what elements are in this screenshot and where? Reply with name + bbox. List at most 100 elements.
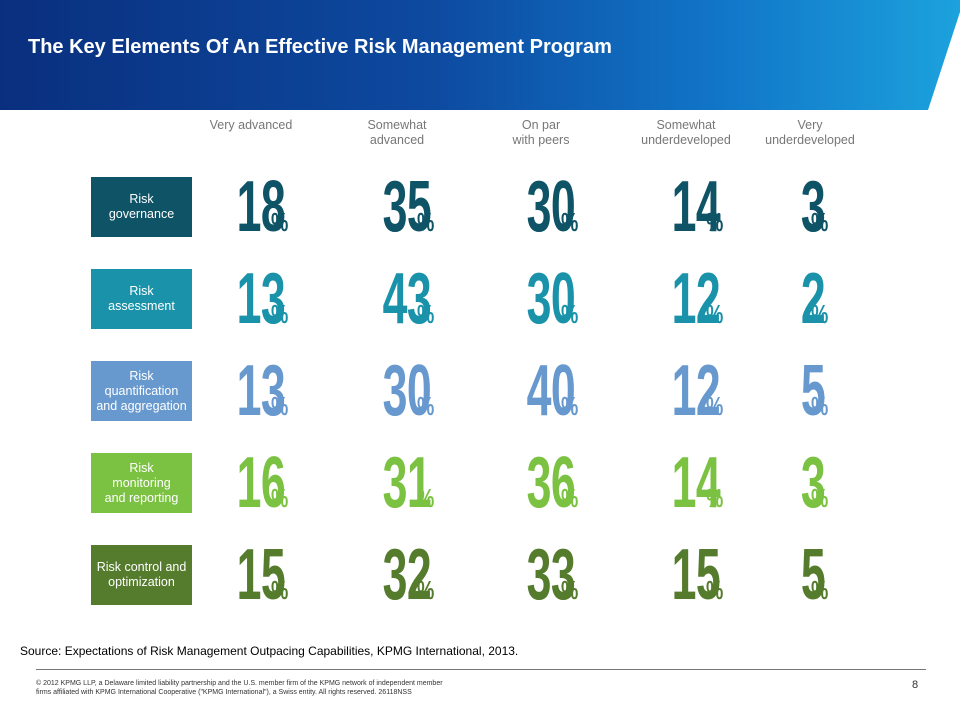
row-label: Risk governance: [91, 177, 192, 237]
percentage-value: 15: [672, 535, 721, 615]
column-header-line: with peers: [512, 133, 570, 147]
page-number: 8: [912, 679, 919, 691]
percentage-cell: 5%: [740, 351, 880, 431]
percentage-value: 5: [800, 535, 826, 615]
header-banner: [0, 0, 960, 110]
percentage-value: 30: [527, 259, 576, 339]
percentage-cell: 40%: [471, 351, 611, 431]
percentage-value: 30: [383, 351, 432, 431]
percent-sign: %: [271, 207, 289, 237]
row-label-line: monitoring: [112, 475, 171, 490]
row-label-line: quantification: [104, 383, 179, 398]
copyright-line: © 2012 KPMG LLP, a Delaware limited liab…: [36, 680, 443, 687]
percent-sign: %: [271, 483, 289, 513]
percentage-cell: 12%: [616, 259, 756, 339]
percentage-cell: 14%: [616, 447, 756, 519]
column-header: Very advanced: [181, 118, 321, 133]
percentage-cell: 14%: [616, 167, 756, 247]
percent-sign: %: [706, 299, 724, 329]
percent-sign: %: [271, 391, 289, 421]
percent-sign: %: [417, 575, 435, 605]
row-label-line: Risk: [129, 192, 154, 206]
percent-sign: %: [706, 391, 724, 421]
percent-sign: %: [810, 207, 829, 237]
percent-sign: %: [271, 299, 289, 329]
percentage-cell: 16%: [181, 443, 321, 523]
percentage-value: 36: [527, 443, 576, 523]
row-label-line: optimization: [108, 575, 175, 589]
percentage-value: 5: [800, 351, 826, 431]
percent-sign: %: [561, 483, 579, 513]
row-label: Risk monitoring and reporting: [91, 453, 192, 513]
percent-sign: %: [706, 483, 724, 513]
column-header-line: underdeveloped: [641, 133, 731, 147]
percentage-value: 40: [527, 351, 576, 431]
percent-sign: %: [417, 299, 435, 329]
column-header-line: advanced: [369, 133, 425, 147]
percentage-cell: 35%: [327, 167, 467, 247]
percent-sign: %: [561, 207, 579, 237]
percent-sign: %: [271, 575, 289, 605]
percentage-value: 33: [527, 535, 576, 615]
row-label-line: and aggregation: [96, 398, 187, 413]
percent-sign: %: [706, 207, 724, 237]
percentage-value: 3: [800, 443, 826, 523]
percentage-value: 13: [237, 351, 286, 431]
percentage-value: 18: [237, 167, 286, 247]
percentage-value: 31: [383, 443, 432, 523]
row-label-line: assessment: [108, 299, 175, 313]
percentage-value: 16: [237, 443, 286, 523]
percent-sign: %: [417, 391, 435, 421]
column-header-line: Very advanced: [209, 118, 293, 132]
percent-sign: %: [561, 299, 579, 329]
percentage-cell: 13%: [181, 263, 321, 335]
percentage-value: 12: [672, 351, 721, 431]
percentage-cell: 13%: [181, 351, 321, 431]
percentage-cell: 30%: [471, 167, 611, 247]
copyright-line: firms affiliated with KPMG International…: [36, 689, 412, 696]
percentage-cell: 30%: [327, 351, 467, 431]
column-header: On par with peers: [471, 118, 611, 148]
column-header: Somewhat advanced: [327, 118, 467, 148]
percent-sign: %: [706, 575, 724, 605]
source-note: Source: Expectations of Risk Management …: [20, 644, 519, 658]
row-label: Risk assessment: [91, 269, 192, 329]
percentage-value: 32: [383, 535, 432, 615]
percentage-cell: 36%: [471, 443, 611, 523]
percentage-value: 35: [383, 167, 432, 247]
column-header: Very underdeveloped: [740, 118, 880, 148]
row-label: Risk control and optimization: [91, 545, 192, 605]
percentage-cell: 30%: [471, 259, 611, 339]
percentage-cell: 32%: [327, 535, 467, 615]
column-header-line: Somewhat: [656, 118, 716, 132]
row-label-line: Risk: [129, 368, 154, 383]
percent-sign: %: [810, 299, 829, 329]
row-label-line: Risk: [129, 284, 154, 298]
percent-sign: %: [810, 391, 829, 421]
percentage-cell: 5%: [740, 535, 880, 615]
percentage-value: 15: [237, 535, 286, 615]
percent-sign: %: [810, 483, 829, 513]
column-header-line: Very: [797, 118, 823, 132]
percent-sign: %: [810, 575, 829, 605]
percentage-cell: 15%: [616, 535, 756, 615]
column-header: Somewhat underdeveloped: [616, 118, 756, 148]
percentage-value: 30: [527, 167, 576, 247]
percentage-cell: 33%: [471, 535, 611, 615]
row-label-line: Risk control and: [96, 560, 187, 574]
percentage-cell: 3%: [740, 167, 880, 247]
column-header-line: underdeveloped: [765, 133, 855, 147]
percentage-value: 14: [672, 167, 721, 247]
percentage-cell: 31%: [327, 443, 467, 523]
row-label-line: governance: [108, 207, 175, 221]
percent-sign: %: [561, 575, 579, 605]
column-header-line: On par: [521, 118, 561, 132]
percentage-cell: 3%: [740, 443, 880, 523]
percent-sign: %: [561, 391, 579, 421]
percentage-value: 12: [672, 259, 721, 339]
percentage-cell: 15%: [181, 535, 321, 615]
percentage-cell: 43%: [327, 263, 467, 335]
percentage-value: 3: [800, 167, 826, 247]
percent-sign: %: [417, 483, 435, 513]
row-label: Risk quantification and aggregation: [91, 361, 192, 421]
